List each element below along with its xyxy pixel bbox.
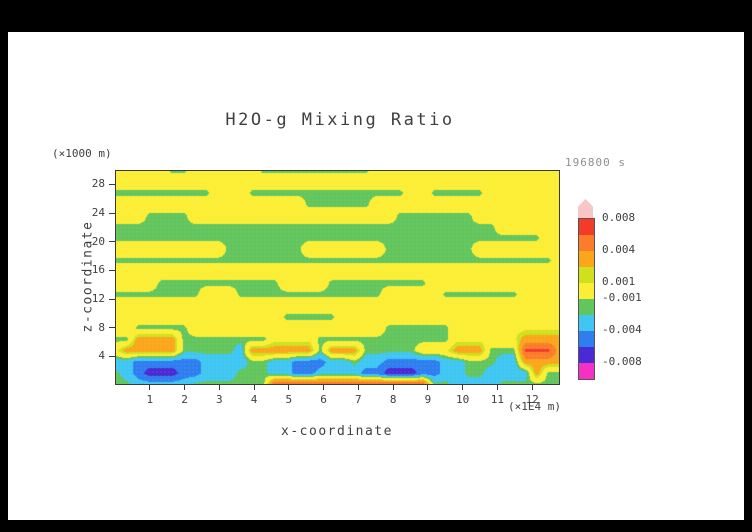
z-tick-label: 16 <box>91 263 105 277</box>
colorbar-segment <box>579 363 594 379</box>
x-tick-label: 9 <box>424 393 432 406</box>
colorbar-segment <box>579 251 594 267</box>
z-tick-label: 4 <box>98 349 105 363</box>
x-tick-mark <box>462 385 464 390</box>
x-tick-mark <box>149 385 151 390</box>
x-tick-label: 4 <box>250 393 258 406</box>
heatmap-canvas <box>115 170 560 385</box>
z-axis-unit-label: (×1000 m) <box>52 147 112 160</box>
colorbar-label: -0.004 <box>602 323 642 336</box>
x-tick-label: 12 <box>525 393 539 406</box>
colorbar-label: -0.001 <box>602 291 642 304</box>
colorbar-segment <box>579 219 594 235</box>
x-tick-label: 11 <box>490 393 505 406</box>
x-axis-unit-label: (×1E4 m) <box>508 400 561 413</box>
x-tick-label: 8 <box>389 393 397 406</box>
z-tick-label: 24 <box>91 206 105 219</box>
time-label: 196800 s <box>565 156 626 169</box>
z-tick-label: 28 <box>91 177 105 191</box>
z-tick-mark <box>109 327 115 329</box>
x-tick-mark <box>531 385 533 390</box>
z-tick-mark <box>109 183 115 185</box>
x-tick-label: 1 <box>146 393 154 406</box>
x-tick-mark <box>357 385 359 390</box>
colorbar-segment <box>579 283 594 299</box>
x-tick-mark <box>323 385 325 390</box>
x-tick-mark <box>496 385 498 390</box>
plot-frame <box>115 170 560 385</box>
x-tick-label: 2 <box>181 393 188 406</box>
colorbar-label: 0.008 <box>602 211 636 224</box>
x-tick-label: 10 <box>456 393 470 406</box>
colorbar-label: -0.008 <box>602 355 642 368</box>
x-tick-label: 5 <box>285 393 293 406</box>
z-tick-mark <box>109 269 115 271</box>
colorbar <box>578 218 595 380</box>
z-tick-mark <box>109 298 115 300</box>
x-tick-mark <box>218 385 220 390</box>
x-tick-label: 3 <box>215 393 223 406</box>
plot-title: H2O-g Mixing Ratio <box>225 110 455 130</box>
x-axis-label: x-coordinate <box>281 424 393 439</box>
colorbar-segment <box>579 315 594 331</box>
x-tick-mark <box>427 385 429 390</box>
x-tick-mark <box>253 385 255 390</box>
colorbar-segment <box>579 267 594 283</box>
x-tick-mark <box>184 385 186 390</box>
colorbar-segment <box>579 299 594 315</box>
colorbar-label: 0.001 <box>602 275 636 288</box>
z-tick-mark <box>109 212 115 214</box>
x-tick-label: 6 <box>320 393 327 406</box>
colorbar-arrow-icon <box>578 199 593 218</box>
colorbar-segment <box>579 347 594 363</box>
colorbar-segment <box>579 331 594 347</box>
z-tick-label: 8 <box>98 320 105 334</box>
x-tick-label: 7 <box>355 393 362 406</box>
z-tick-mark <box>109 355 115 357</box>
z-tick-mark <box>109 241 115 243</box>
colorbar-label: 0.004 <box>602 243 636 256</box>
colorbar-segment <box>579 235 594 251</box>
z-tick-label: 12 <box>91 292 105 305</box>
z-tick-label: 20 <box>91 234 105 248</box>
x-tick-mark <box>288 385 290 390</box>
x-tick-mark <box>392 385 394 390</box>
